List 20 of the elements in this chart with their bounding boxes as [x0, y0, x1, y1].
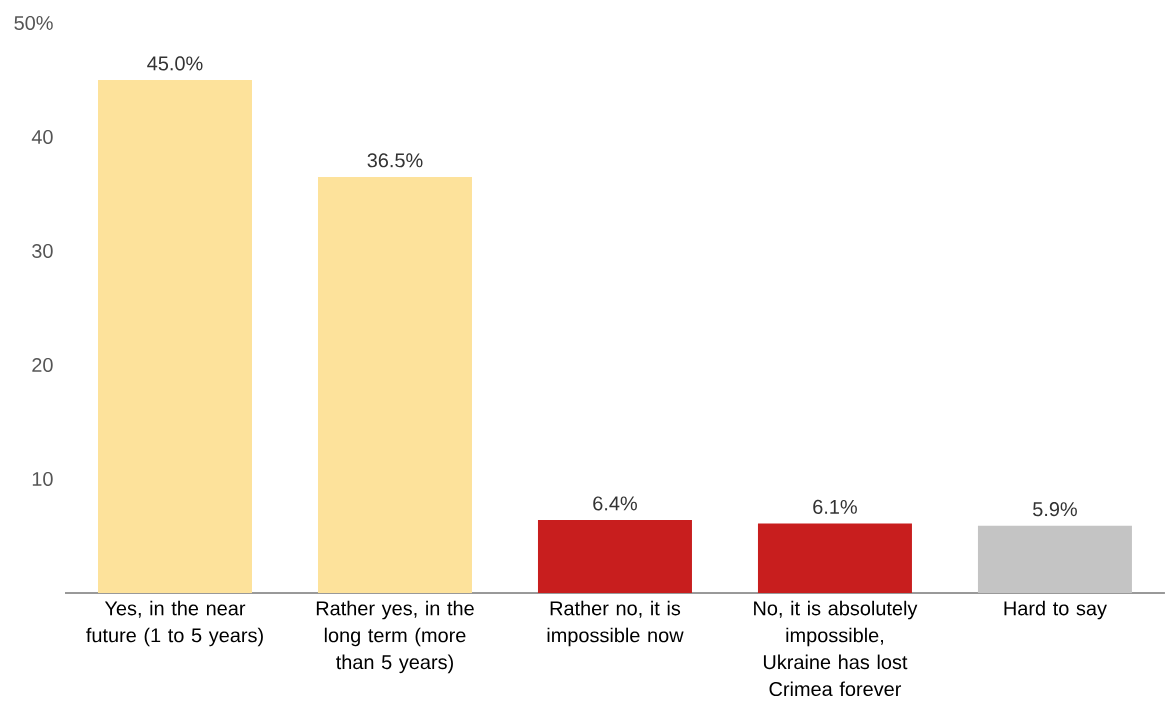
- x-tick-label: Yes, in the near future (1 to 5 years): [86, 600, 263, 647]
- bar: [98, 80, 252, 593]
- x-tick-label: Hard to say: [1004, 600, 1107, 620]
- y-tick-label: 20: [32, 357, 53, 373]
- data-label: 6.1%: [813, 499, 857, 514]
- y-tick-label: 40: [31, 129, 53, 145]
- y-tick-label: 50%: [14, 15, 53, 31]
- bar: [977, 525, 1132, 593]
- x-tick-label: Rather no, it is impossible now: [547, 600, 684, 647]
- bar: [757, 523, 912, 593]
- y-tick-label: 30: [32, 243, 53, 259]
- bar: [317, 176, 472, 593]
- y-tick-label: 10: [32, 471, 53, 487]
- data-label: 36.5%: [367, 153, 423, 168]
- data-label: 5.9%: [1033, 502, 1077, 517]
- data-label: 6.4%: [593, 496, 637, 511]
- data-label: 45.0%: [147, 56, 203, 71]
- bar: [537, 520, 692, 593]
- x-tick-label: No, it is absolutely impossible, Ukraine has lost Crimea forever: [754, 600, 918, 697]
- x-tick-label: Rather yes, in the long term (more than 5 years): [316, 600, 474, 674]
